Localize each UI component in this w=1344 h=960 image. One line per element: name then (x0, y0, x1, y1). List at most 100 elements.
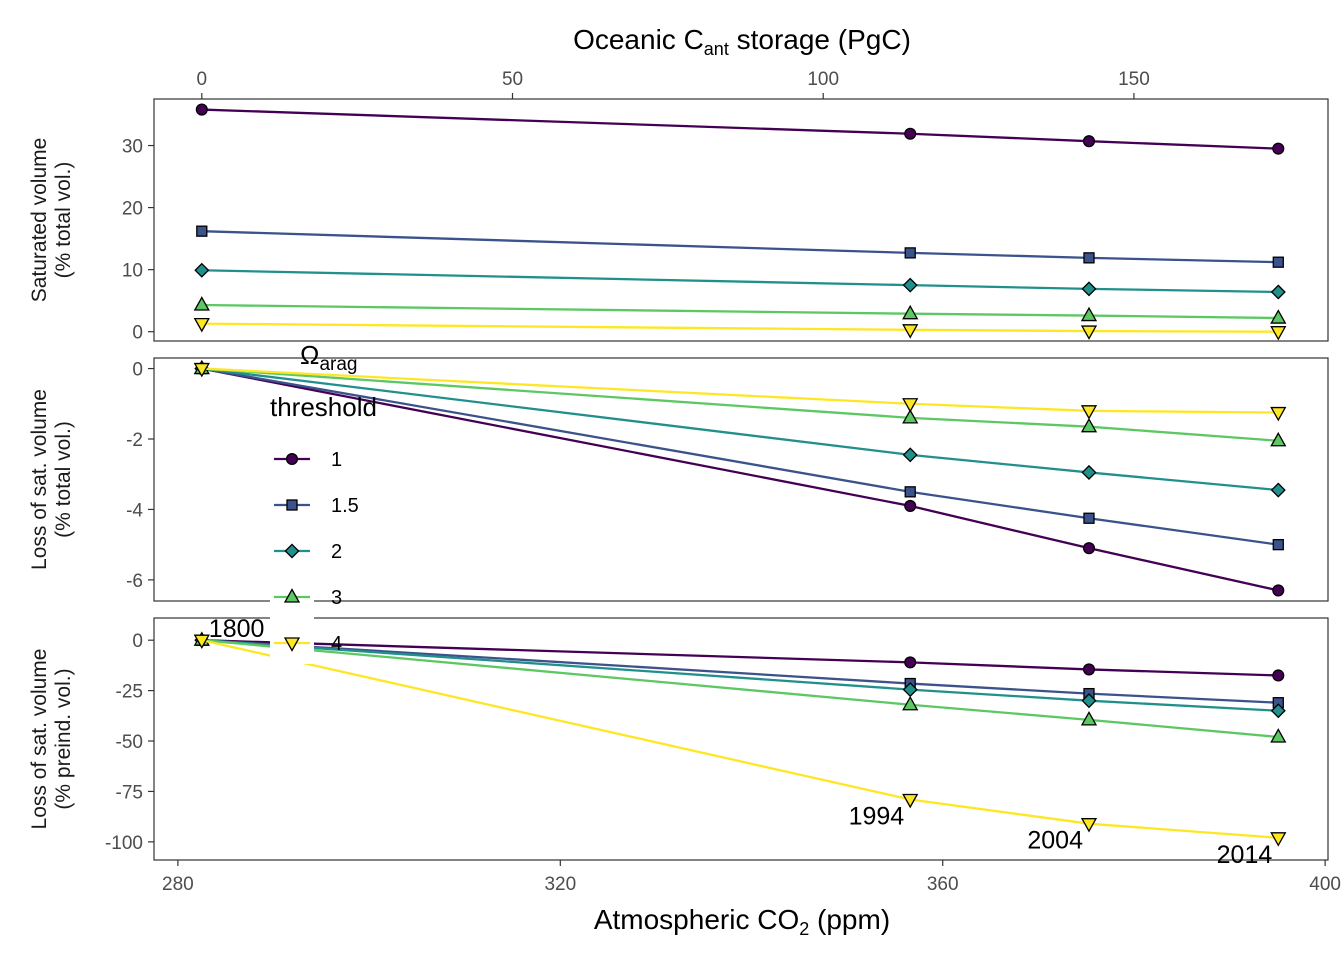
data-point-3 (1270, 309, 1287, 324)
data-point-3 (902, 695, 919, 711)
x-top-axis-title-part: storage (PgC) (729, 24, 911, 55)
data-point-1 (904, 127, 917, 140)
data-point-3 (1080, 306, 1098, 322)
data-point-1 (1082, 663, 1096, 676)
legend-key-marker (285, 452, 299, 466)
data-point-2 (1081, 464, 1097, 480)
series-line-1 (201, 367, 1279, 592)
y-tick-label: -2 (126, 430, 143, 451)
year-label: 2014 (1217, 841, 1273, 869)
data-point-4 (1080, 405, 1098, 420)
panel-border (153, 617, 1329, 861)
data-point-2 (1081, 281, 1097, 297)
data-point-4 (902, 324, 919, 339)
year-label: 1800 (209, 615, 265, 643)
x-axis-bottom: 280 320 360 400 Atmospheric CO2 (ppm) (162, 860, 1341, 939)
legend-label: 1 (331, 449, 342, 471)
y-tick-label: 20 (122, 199, 143, 220)
data-point-1.5 (1083, 252, 1095, 264)
legend-label: 2 (331, 541, 342, 563)
series-line-3 (201, 367, 1279, 442)
series-line-2 (201, 367, 1279, 492)
legend-key-marker (283, 588, 301, 603)
data-point-3 (193, 296, 210, 311)
y-axis-label: Loss of sat. volume(% total vol.) (28, 389, 75, 570)
y-tick-label: -4 (126, 500, 143, 521)
data-point-1.5 (196, 225, 208, 237)
series-line-2 (201, 639, 1279, 712)
series-line-1.5 (201, 367, 1279, 546)
x-top-tick-label: 150 (1118, 69, 1150, 90)
series-line-2 (201, 269, 1279, 294)
data-point-3 (1080, 711, 1098, 726)
data-point-1 (904, 656, 917, 669)
x-tick-label: 280 (162, 874, 194, 895)
data-point-4 (193, 362, 210, 378)
x-top-tick-label: 100 (807, 69, 839, 90)
x-tick-label: 320 (544, 874, 576, 895)
x-axis-title-part: (ppm) (809, 904, 890, 935)
y-tick-label: 30 (122, 137, 143, 158)
data-point-4 (1080, 325, 1098, 340)
legend-title-line2: threshold (270, 392, 377, 422)
panel-border (153, 98, 1329, 342)
x-top-tick-label: 50 (502, 69, 523, 90)
legend-label: 3 (331, 587, 342, 609)
legend: Ωarag threshold 1 1.5 2 3 4 (270, 340, 377, 664)
year-label: 1994 (849, 803, 905, 831)
data-point-1 (1272, 584, 1285, 597)
y-tick-label: -100 (105, 833, 143, 854)
y-axis-label-line2: (% total vol.) (52, 162, 75, 279)
data-point-1.5 (904, 486, 916, 498)
x-axis-title: Atmospheric CO2 (ppm) (594, 904, 890, 939)
y-axis-label-line1: Loss of sat. volume (28, 389, 51, 570)
legend-label: 1.5 (331, 495, 359, 517)
series-line-4 (201, 639, 1279, 839)
data-point-4 (1080, 818, 1098, 833)
data-point-3 (1270, 431, 1287, 447)
x-axis-title-part: Atmospheric CO (594, 904, 799, 935)
x-tick-label: 360 (927, 874, 959, 895)
x-top-axis-title: Oceanic Cant storage (PgC) (573, 24, 911, 59)
x-axis-top: 0 50 100 150 Oceanic Cant storage (PgC) (197, 24, 1150, 99)
data-point-1.5 (1083, 512, 1095, 524)
panel-2: 0 -2 -4 -6 Loss of sat. volume(% total vol.) (28, 357, 1329, 602)
y-axis-label-line2: (% total vol.) (52, 421, 75, 538)
series-line-3 (201, 639, 1279, 739)
data-point-4 (1270, 406, 1287, 422)
data-point-4 (193, 317, 210, 333)
data-point-2 (1270, 482, 1286, 498)
data-point-2 (1081, 693, 1097, 709)
data-point-4 (1270, 326, 1287, 341)
x-top-axis-title-part: Oceanic C (573, 24, 704, 55)
data-point-1.5 (1272, 539, 1284, 551)
y-tick-label: -50 (116, 732, 143, 753)
data-point-3 (1270, 728, 1287, 743)
panel-1: 0 10 20 30 Saturated volume(% total vol.) (28, 98, 1329, 344)
data-point-2 (1270, 703, 1286, 719)
data-point-3 (902, 409, 919, 424)
data-point-1 (1082, 542, 1096, 555)
y-tick-label: 0 (132, 631, 143, 652)
data-point-1.5 (1272, 256, 1284, 268)
legend-key-marker (286, 499, 298, 511)
data-point-1 (1082, 135, 1096, 148)
series-line-1.5 (201, 639, 1279, 704)
data-point-2 (194, 262, 210, 278)
y-axis-label-line1: Saturated volume (28, 138, 51, 303)
series-line-1.5 (201, 230, 1279, 264)
x-top-axis-title-part: ant (704, 39, 729, 59)
x-tick-label: 400 (1309, 874, 1341, 895)
legend-title-sub: arag (319, 354, 357, 375)
data-point-2 (902, 277, 918, 293)
y-axis-label-line1: Loss of sat. volume (28, 649, 51, 830)
y-tick-label: -6 (126, 571, 143, 592)
y-tick-label: -75 (116, 782, 143, 803)
panel-3: 0 -25 -50 -75 -100 Loss of sat. volume(% prei… (28, 615, 1329, 869)
y-axis-label: Loss of sat. volume(% preind. vol.) (28, 649, 75, 830)
legend-key-marker (283, 637, 301, 652)
data-point-4 (193, 634, 210, 650)
y-axis-label: Saturated volume(% total vol.) (28, 138, 75, 303)
series-line-4 (201, 322, 1279, 333)
